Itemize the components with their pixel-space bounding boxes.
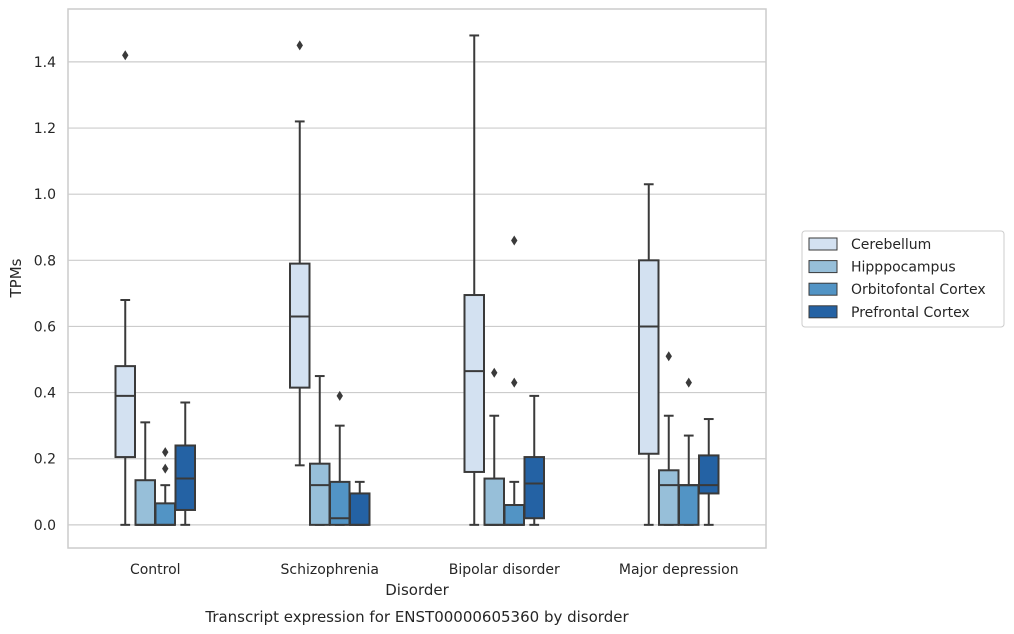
legend-swatch: [808, 282, 838, 296]
box-cerebellum-1: [289, 40, 311, 467]
x-tick-label: Schizophrenia: [281, 562, 379, 578]
chart-title: Transcript expression for ENST0000060536…: [204, 608, 629, 626]
outlier-point: [491, 367, 498, 378]
box-orbitofontal-cortex-3: [678, 377, 700, 526]
legend-frame: [801, 230, 1005, 328]
box-hipppocampus-2: [483, 367, 505, 526]
legend-label: Hipppocampus: [851, 260, 956, 276]
y-tick-label: 1.4: [34, 55, 56, 71]
legend-label: Cerebellum: [851, 237, 931, 253]
plot-frame: [67, 8, 767, 549]
outlier-point: [122, 50, 129, 61]
y-tick-label: 0.2: [34, 452, 56, 468]
box-iqr: [463, 294, 485, 473]
x-tick-labels: Control Schizophrenia Bipolar disorder Majo…: [130, 562, 739, 578]
box-prefrontal-cortex-3: [698, 418, 720, 526]
outlier-point: [296, 40, 303, 51]
box-iqr: [638, 259, 660, 455]
y-tick-label: 0.8: [34, 253, 56, 269]
outlier-point: [511, 235, 518, 246]
outlier-point: [511, 377, 518, 388]
box-iqr: [523, 456, 545, 520]
legend-swatch: [808, 237, 838, 251]
box-orbitofontal-cortex-0: [154, 447, 176, 526]
box-iqr: [134, 479, 156, 526]
y-tick-label: 0.0: [34, 518, 56, 534]
box-iqr: [309, 462, 331, 526]
outlier-point: [336, 390, 343, 401]
legend-swatch: [808, 305, 838, 319]
outlier-point: [665, 351, 672, 362]
box-iqr: [678, 484, 700, 526]
box-iqr: [658, 469, 680, 526]
box-plots: [114, 34, 720, 526]
box-iqr: [698, 454, 720, 495]
y-tick-labels: 0.0 0.2 0.4 0.6 0.8 1.0 1.2 1.4: [34, 55, 56, 534]
outlier-point: [685, 377, 692, 388]
y-tick-label: 1.0: [34, 187, 56, 203]
x-tick-label: Major depression: [619, 562, 739, 578]
box-iqr: [503, 504, 525, 526]
legend-label: Orbitofontal Cortex: [851, 282, 986, 298]
x-tick-label: Bipolar disorder: [449, 562, 560, 578]
box-cerebellum-3: [638, 183, 660, 526]
box-iqr: [483, 477, 505, 526]
y-tick-label: 0.4: [34, 386, 56, 402]
box-prefrontal-cortex-1: [349, 480, 371, 526]
box-cerebellum-2: [463, 34, 485, 526]
box-iqr: [154, 502, 176, 526]
box-iqr: [289, 262, 311, 389]
legend: Cerebellum Hipppocampus Orbitofontal Corte…: [801, 230, 1005, 328]
box-prefrontal-cortex-2: [523, 394, 545, 526]
box-hipppocampus-0: [134, 421, 156, 526]
legend-swatch: [808, 260, 838, 274]
box-iqr: [114, 365, 136, 459]
x-axis-label: Disorder: [385, 581, 449, 599]
box-cerebellum-0: [114, 50, 136, 526]
y-axis-label: TPMs: [7, 258, 25, 298]
y-tick-label: 0.6: [34, 319, 56, 335]
box-iqr: [349, 492, 371, 526]
outlier-point: [162, 447, 169, 458]
legend-label: Prefrontal Cortex: [851, 305, 970, 321]
box-prefrontal-cortex-0: [174, 401, 196, 526]
x-tick-label: Control: [130, 562, 181, 578]
y-tick-label: 1.2: [34, 121, 56, 137]
plot-background: [68, 9, 766, 548]
outlier-point: [162, 463, 169, 474]
